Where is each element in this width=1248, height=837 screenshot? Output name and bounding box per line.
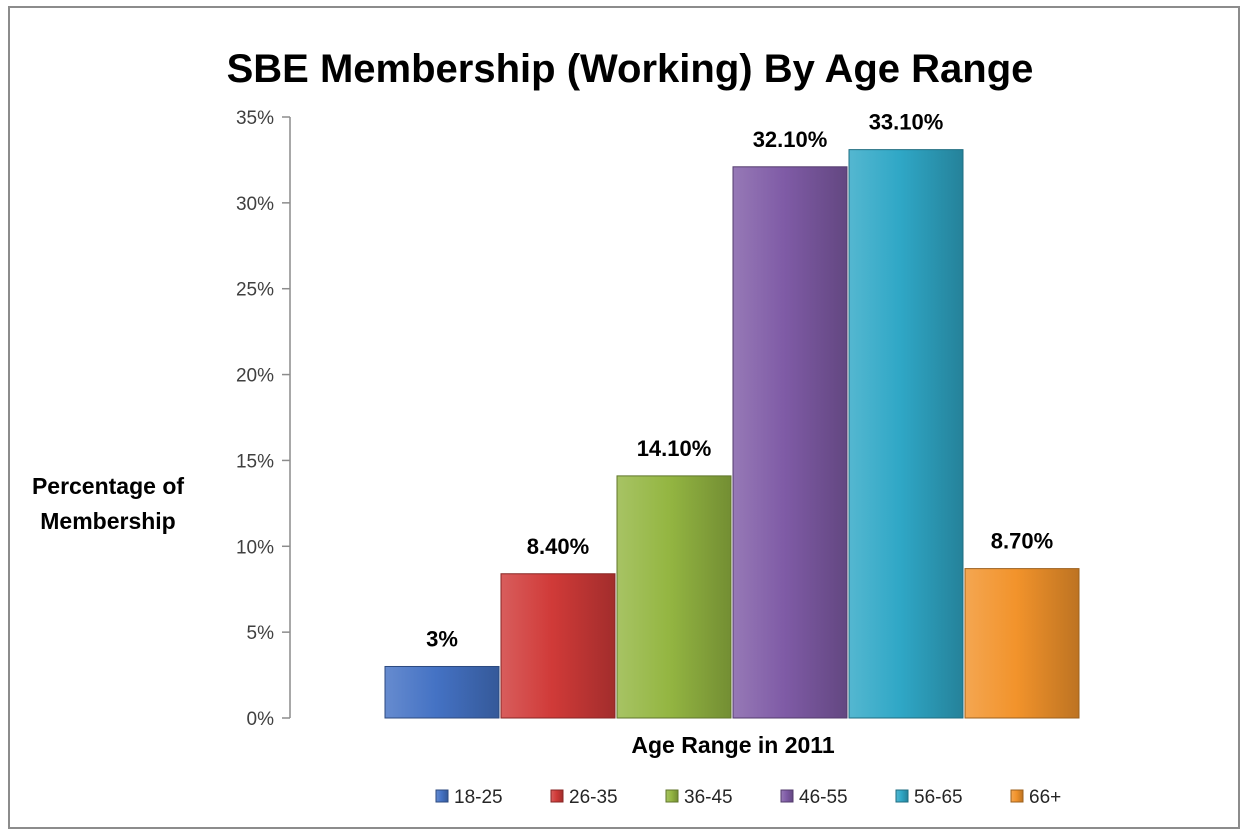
y-tick-label: 10% xyxy=(236,537,274,558)
y-axis-label-line-2: Membership xyxy=(40,508,175,534)
chart-title: SBE Membership (Working) By Age Range xyxy=(227,47,1034,91)
bar-18-25 xyxy=(384,665,500,719)
legend-label-56-65: 56-65 xyxy=(914,787,963,808)
y-tick-label: 5% xyxy=(247,623,275,644)
x-axis-label: Age Range in 2011 xyxy=(631,732,834,758)
y-tick-label: 30% xyxy=(236,194,274,215)
data-label-46-55: 32.10% xyxy=(753,127,828,152)
legend-label-46-55: 46-55 xyxy=(799,787,848,808)
data-label-18-25: 3% xyxy=(426,626,458,651)
data-label-66+: 8.70% xyxy=(991,529,1053,554)
data-labels-group: 3% 8.40% 14.10% 32.10% 33.10% 8.70% xyxy=(426,110,1053,652)
y-tick-label: 25% xyxy=(236,280,274,301)
legend-label-66+: 66+ xyxy=(1029,787,1061,808)
legend-swatch-46-55 xyxy=(780,789,794,803)
legend-swatch-56-65 xyxy=(895,789,909,803)
bars-group xyxy=(384,149,1080,719)
legend-swatch-66+ xyxy=(1010,789,1024,803)
y-tick-label: 20% xyxy=(236,366,274,387)
legend-swatch-26-35 xyxy=(550,789,564,803)
y-axis: 0% 5% 10% 15% 20% 25% 30% 35% xyxy=(236,108,291,730)
legend: 18-25 26-35 36-45 46-55 56-65 66+ xyxy=(435,787,1061,808)
bar-56-65 xyxy=(848,149,964,719)
legend-swatch-36-45 xyxy=(665,789,679,803)
legend-swatch-18-25 xyxy=(435,789,449,803)
data-label-56-65: 33.10% xyxy=(869,110,944,135)
bar-36-45 xyxy=(616,475,732,719)
data-label-36-45: 14.10% xyxy=(637,436,712,461)
y-tick-label: 35% xyxy=(236,108,274,129)
legend-label-36-45: 36-45 xyxy=(684,787,733,808)
bar-46-55 xyxy=(732,166,848,719)
legend-label-26-35: 26-35 xyxy=(569,787,618,808)
y-axis-label-line-1: Percentage of xyxy=(32,473,184,499)
data-label-26-35: 8.40% xyxy=(527,534,589,559)
y-tick-label: 15% xyxy=(236,451,274,472)
bar-66+ xyxy=(964,568,1080,719)
bar-26-35 xyxy=(500,573,616,719)
legend-label-18-25: 18-25 xyxy=(454,787,503,808)
y-tick-label: 0% xyxy=(247,709,275,730)
